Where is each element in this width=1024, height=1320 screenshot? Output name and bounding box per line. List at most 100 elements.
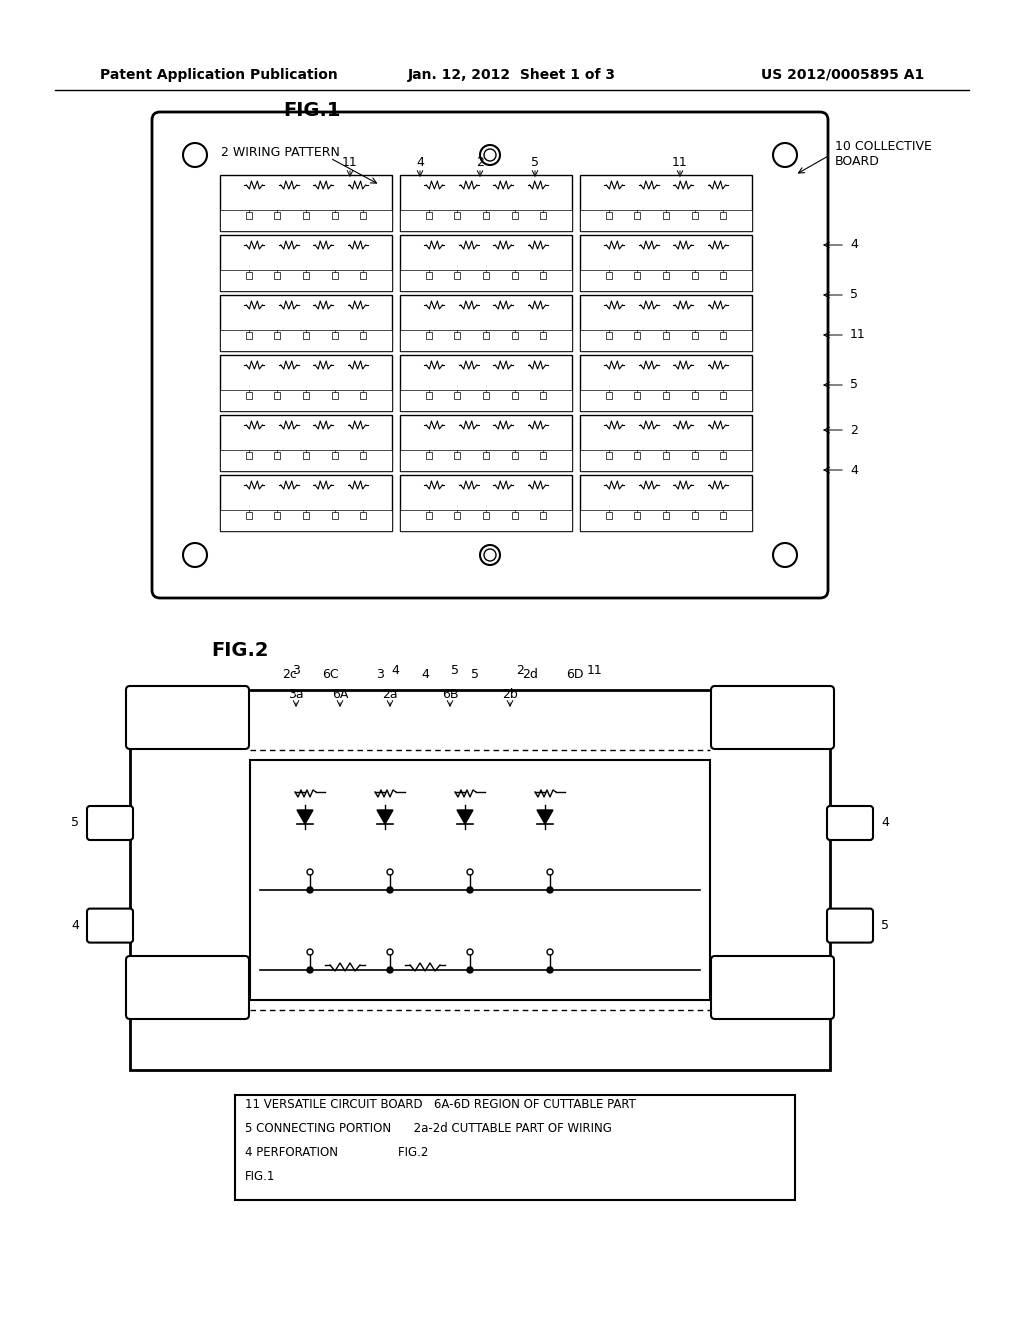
Bar (332, 512, 338, 519)
Text: 2: 2 (476, 157, 484, 169)
Bar (580, 269, 752, 290)
Text: 11 VERSATILE CIRCUIT BOARD   6A-6D REGION OF CUTTABLE PART: 11 VERSATILE CIRCUIT BOARD 6A-6D REGION … (245, 1098, 636, 1111)
Text: 4: 4 (881, 817, 889, 829)
Circle shape (387, 887, 393, 894)
Text: 6A: 6A (332, 689, 348, 701)
Bar (634, 512, 640, 519)
Circle shape (773, 143, 797, 168)
Polygon shape (537, 810, 553, 824)
Bar (580, 510, 752, 531)
Bar (720, 512, 726, 519)
Bar (691, 512, 697, 519)
Bar (483, 392, 489, 399)
Text: 10 COLLECTIVE
BOARD: 10 COLLECTIVE BOARD (835, 140, 932, 168)
Text: 2b: 2b (502, 689, 518, 701)
Bar (634, 392, 640, 399)
Bar (634, 211, 640, 219)
Bar (605, 451, 611, 459)
Bar (246, 272, 252, 279)
Bar (512, 512, 518, 519)
Bar (426, 211, 432, 219)
Text: 6D: 6D (566, 668, 584, 681)
Bar (426, 331, 432, 339)
Text: US 2012/0005895 A1: US 2012/0005895 A1 (761, 69, 924, 82)
Bar (303, 211, 309, 219)
Bar (246, 211, 252, 219)
Bar (512, 272, 518, 279)
Bar (400, 294, 572, 351)
Bar (541, 392, 547, 399)
Text: Patent Application Publication: Patent Application Publication (100, 69, 338, 82)
FancyBboxPatch shape (152, 112, 828, 598)
Bar (720, 272, 726, 279)
Polygon shape (377, 810, 393, 824)
Text: 3a: 3a (288, 689, 304, 701)
Bar (274, 512, 281, 519)
FancyBboxPatch shape (711, 686, 834, 748)
Bar (400, 414, 572, 471)
Circle shape (307, 968, 313, 973)
Bar (483, 272, 489, 279)
Bar (580, 389, 752, 411)
Text: 3: 3 (376, 668, 384, 681)
Circle shape (547, 968, 553, 973)
Bar (220, 450, 392, 471)
Bar (483, 512, 489, 519)
Circle shape (387, 949, 393, 954)
Bar (691, 272, 697, 279)
Circle shape (480, 145, 500, 165)
Bar (634, 331, 640, 339)
Bar (580, 176, 752, 231)
FancyBboxPatch shape (126, 686, 249, 748)
Circle shape (387, 968, 393, 973)
Bar (426, 272, 432, 279)
Bar (426, 392, 432, 399)
Text: 11: 11 (850, 329, 865, 342)
Bar (400, 475, 572, 531)
Bar (303, 331, 309, 339)
Bar (580, 355, 752, 411)
Circle shape (484, 549, 496, 561)
Bar (691, 331, 697, 339)
Text: 2d: 2d (522, 668, 538, 681)
Circle shape (547, 869, 553, 875)
Bar (220, 355, 392, 411)
Bar (220, 389, 392, 411)
Circle shape (484, 149, 496, 161)
Bar (400, 355, 572, 411)
Bar (455, 211, 461, 219)
Bar (663, 211, 669, 219)
Bar (541, 512, 547, 519)
Bar (512, 331, 518, 339)
Bar (541, 331, 547, 339)
Bar (720, 392, 726, 399)
Bar (246, 331, 252, 339)
Bar (246, 392, 252, 399)
Bar (512, 392, 518, 399)
Bar (605, 272, 611, 279)
Bar (691, 392, 697, 399)
Bar (720, 331, 726, 339)
Text: 6C: 6C (322, 668, 338, 681)
Text: FIG.1: FIG.1 (245, 1171, 275, 1184)
Bar (455, 272, 461, 279)
Bar (663, 331, 669, 339)
Bar (541, 451, 547, 459)
Text: 5 CONNECTING PORTION      2a-2d CUTTABLE PART OF WIRING: 5 CONNECTING PORTION 2a-2d CUTTABLE PART… (245, 1122, 612, 1135)
Text: 6B: 6B (441, 689, 459, 701)
Bar (303, 451, 309, 459)
Bar (220, 510, 392, 531)
Bar (605, 512, 611, 519)
Bar (274, 211, 281, 219)
Text: 5: 5 (881, 919, 889, 932)
Circle shape (773, 543, 797, 568)
Bar (400, 450, 572, 471)
Bar (400, 176, 572, 231)
Bar (663, 512, 669, 519)
Bar (220, 269, 392, 290)
Bar (634, 451, 640, 459)
Circle shape (467, 887, 473, 894)
Text: 5: 5 (451, 664, 459, 676)
Bar (483, 331, 489, 339)
Bar (360, 272, 367, 279)
